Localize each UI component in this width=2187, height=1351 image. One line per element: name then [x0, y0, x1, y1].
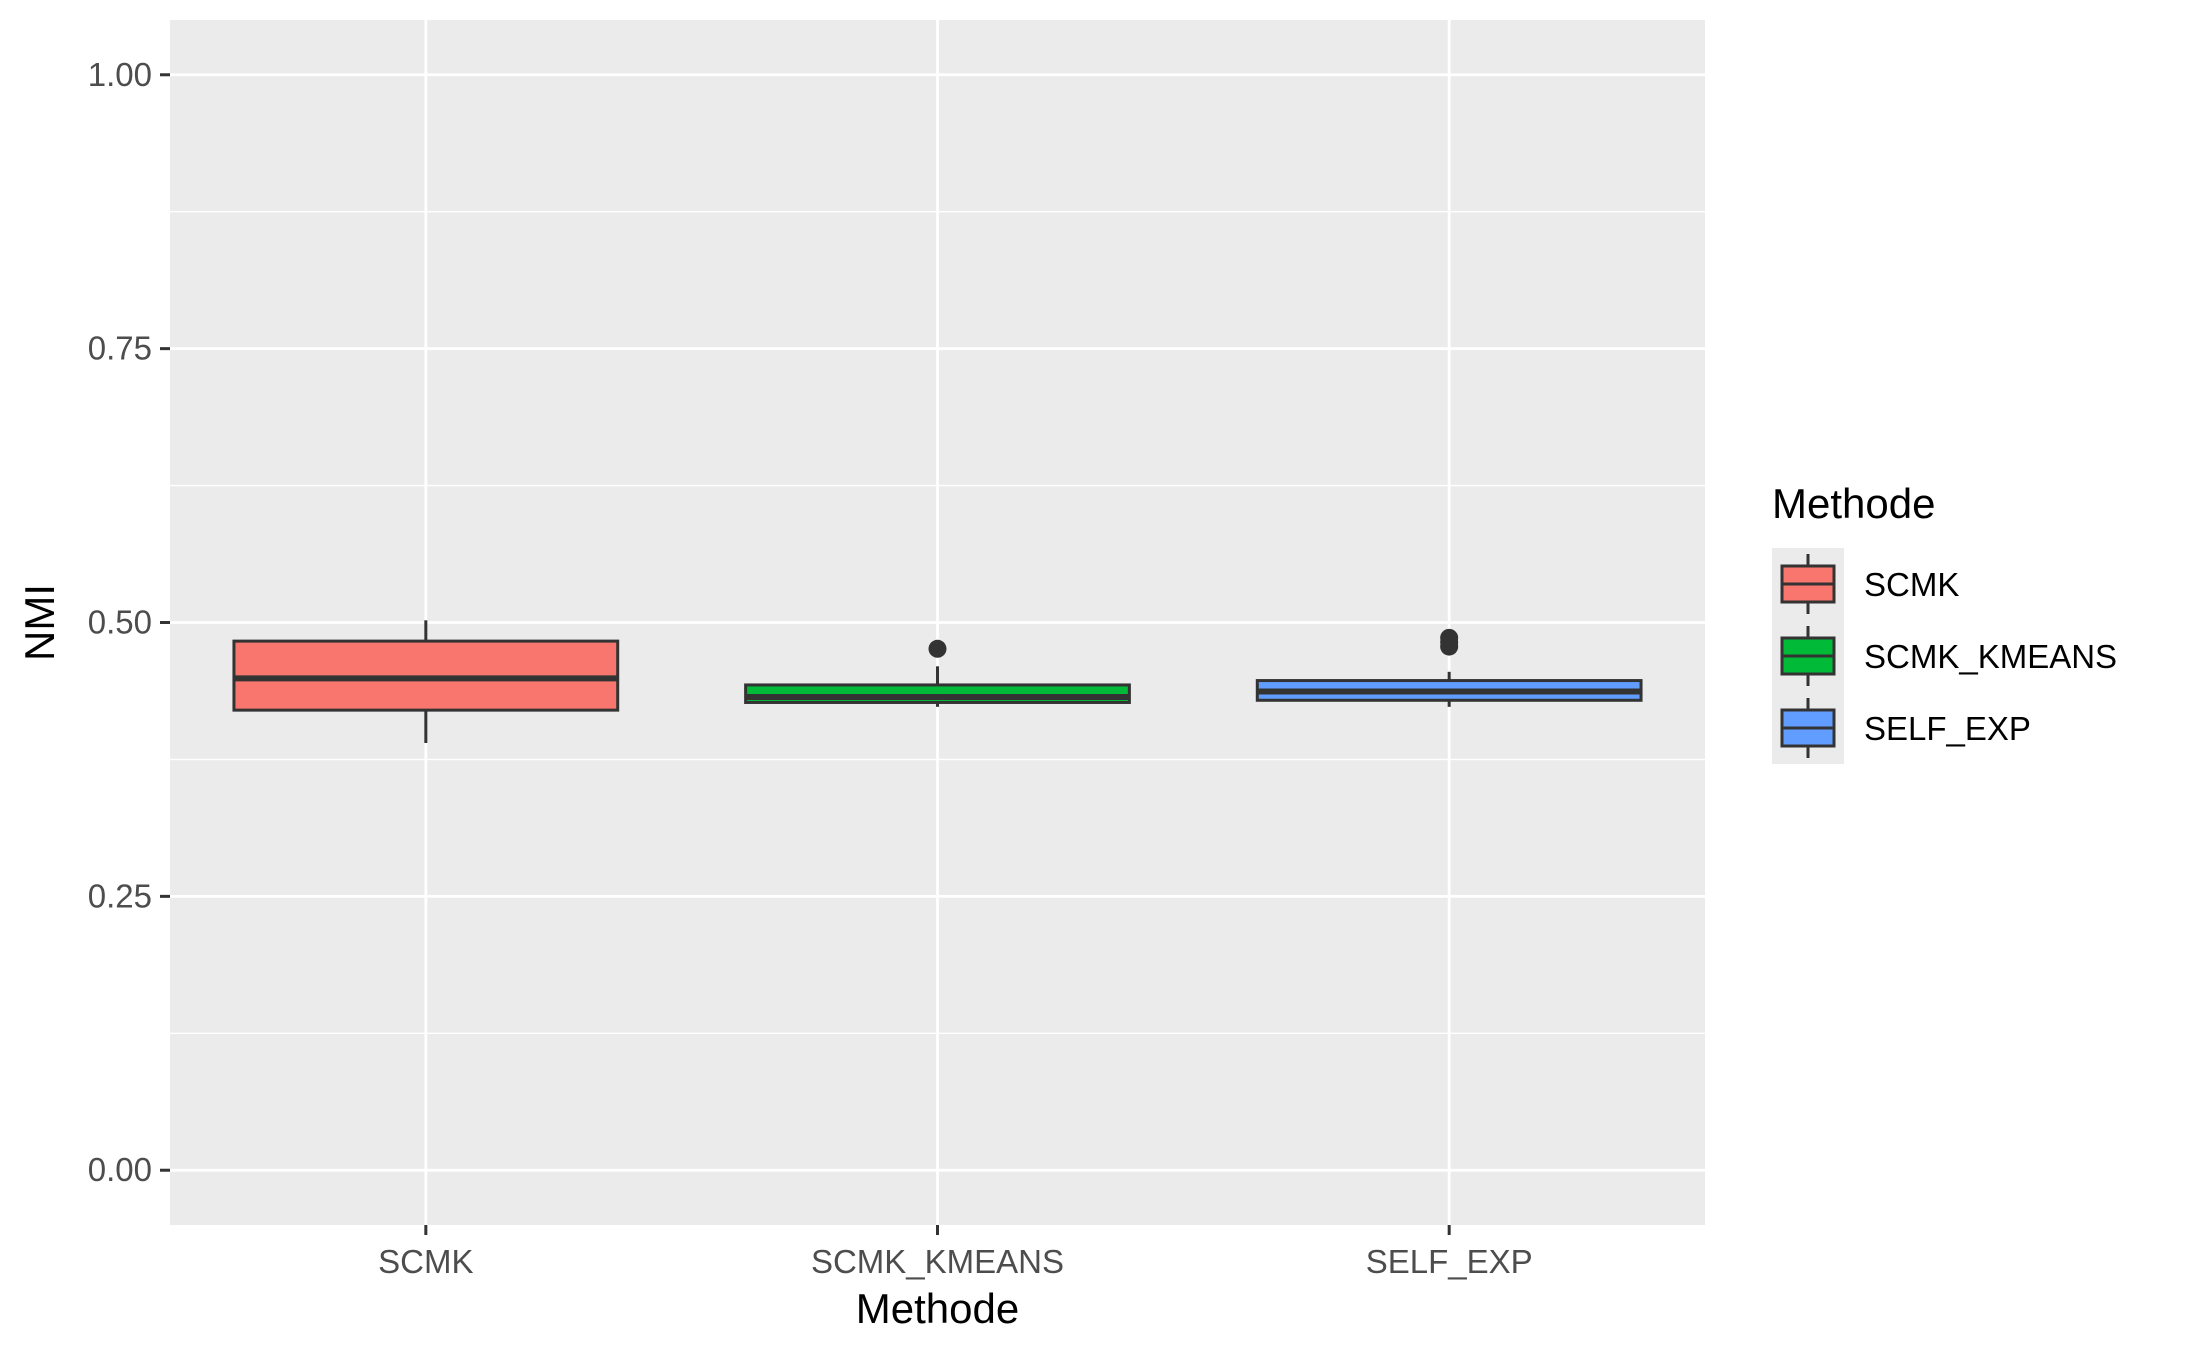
boxes-layer — [232, 620, 1643, 743]
y-axis: 0.00 0.25 0.50 0.75 1.00 — [88, 56, 170, 1188]
major-gridlines — [170, 20, 1705, 1225]
y-tick-label: 0.25 — [88, 877, 152, 914]
y-axis-title: NMI — [16, 584, 63, 661]
y-tick-label: 0.00 — [88, 1151, 152, 1188]
box-scmk-kmeans — [744, 639, 1131, 707]
legend-item-label: SELF_EXP — [1864, 710, 2031, 747]
x-axis: SCMK SCMK_KMEANS SELF_EXP — [378, 1225, 1533, 1280]
box-self-exp — [1255, 628, 1643, 707]
x-tick-label: SCMK — [378, 1243, 473, 1280]
outlier-point — [1440, 628, 1459, 647]
x-tick-label: SCMK_KMEANS — [811, 1243, 1064, 1280]
x-tick-label: SELF_EXP — [1366, 1243, 1533, 1280]
legend-item-label: SCMK — [1864, 566, 1959, 603]
legend-item-label: SCMK_KMEANS — [1864, 638, 2117, 675]
box-scmk — [232, 620, 620, 743]
legend-title: Methode — [1772, 480, 1935, 527]
x-axis-title: Methode — [856, 1285, 1019, 1332]
legend: Methode SCMK SCMK_KMEANS SELF_EXP — [1772, 480, 2117, 764]
legend-item-scmk: SCMK — [1772, 548, 1959, 620]
legend-item-self-exp: SELF_EXP — [1772, 692, 2031, 764]
y-tick-label: 0.50 — [88, 604, 152, 641]
outlier-point — [928, 639, 947, 658]
y-tick-label: 0.75 — [88, 330, 152, 367]
y-tick-label: 1.00 — [88, 56, 152, 93]
legend-item-scmk-kmeans: SCMK_KMEANS — [1772, 620, 2117, 692]
